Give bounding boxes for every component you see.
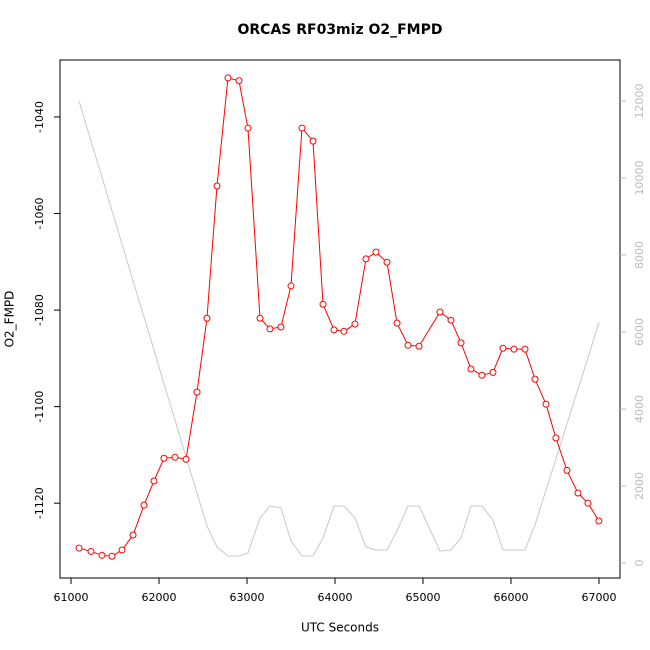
point [319,300,327,308]
point [372,248,380,256]
point [467,365,475,373]
point [140,501,148,509]
point [457,339,465,347]
x-tick-label: 62000 [141,591,176,604]
plot-frame [59,59,621,579]
point [235,77,243,85]
point [87,547,95,555]
y-tick-label: -1040 [33,101,46,133]
y-tick-label: -1060 [33,198,46,230]
point [447,316,455,324]
point [521,345,529,353]
point [118,546,126,554]
y-axis-label: O2_FMPD [3,291,17,348]
point [531,375,539,383]
x-tick-label: 63000 [229,591,264,604]
y2-tick-label: 4000 [633,395,646,423]
y2-tick-label: 6000 [633,318,646,346]
y2-tick-label: 10000 [633,160,646,195]
point [98,551,106,559]
point [298,124,306,132]
y2-tick-label: 8000 [633,241,646,269]
point [129,531,137,539]
point [393,319,401,327]
x-tick-label: 64000 [317,591,352,604]
chart-title: ORCAS RF03miz O2_FMPD [237,22,442,38]
y-tick-label: -1100 [33,391,46,423]
point [415,342,423,350]
point [287,282,295,290]
y2-tick-label: 0 [633,559,646,566]
point [340,327,348,335]
point [595,517,603,525]
point [542,400,550,408]
point [362,255,370,263]
point [478,371,486,379]
point [160,454,168,462]
point [510,345,518,353]
point [193,388,201,396]
series-line [78,100,600,557]
point [75,544,83,552]
point [552,434,560,442]
point [489,368,497,376]
point [182,455,190,463]
point [266,325,274,333]
point [171,453,179,461]
point [213,182,221,190]
point [584,499,592,507]
point [309,137,317,145]
x-tick-label: 67000 [581,591,616,604]
point [330,326,338,334]
point [108,552,116,560]
point [574,489,582,497]
y-tick-label: -1120 [33,487,46,519]
x-tick-label: 66000 [493,591,528,604]
y2-tick-label: 12000 [633,84,646,119]
point [351,320,359,328]
y2-tick-label: 2000 [633,472,646,500]
point [277,323,285,331]
x-axis-label: UTC Seconds [301,621,379,635]
point [499,344,507,352]
point [224,74,232,82]
point [244,124,252,132]
x-tick-label: 61000 [53,591,88,604]
y-tick-label: -1080 [33,294,46,326]
x-tick-label: 65000 [405,591,440,604]
point [383,258,391,266]
point [203,314,211,322]
point [150,477,158,485]
point [256,314,264,322]
point [404,341,412,349]
point [563,466,571,474]
point [436,308,444,316]
